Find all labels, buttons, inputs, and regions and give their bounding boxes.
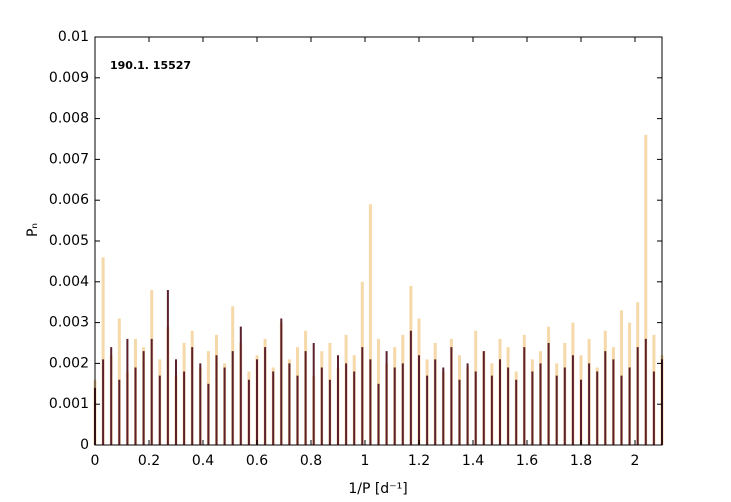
x-tick-label: 0.4 <box>192 453 214 469</box>
y-tick-label: 0.01 <box>58 29 89 45</box>
y-tick-label: 0.008 <box>49 111 89 127</box>
y-tick-label: 0.007 <box>49 151 89 167</box>
y-axis-label: Pₙ <box>25 223 41 237</box>
x-tick-label: 1.2 <box>408 453 430 469</box>
y-tick-label: 0.004 <box>49 274 89 290</box>
y-tick-label: 0.006 <box>49 192 89 208</box>
x-tick-label: 1.6 <box>516 453 538 469</box>
x-tick-label: 2 <box>631 453 640 469</box>
x-tick-label: 1.8 <box>570 453 592 469</box>
x-tick-label: 1.4 <box>462 453 484 469</box>
y-tick-label: 0.003 <box>49 315 89 331</box>
y-tick-label: 0.009 <box>49 70 89 86</box>
x-tick-label: 0.2 <box>138 453 160 469</box>
marks <box>93 134 664 445</box>
x-tick-label: 0.6 <box>246 453 268 469</box>
y-tick-label: 0 <box>80 437 89 453</box>
y-tick-label: 0.005 <box>49 233 89 249</box>
x-tick-label: 0.8 <box>300 453 322 469</box>
annotation: 190.1. 15527 <box>110 59 191 72</box>
y-tick-label: 0.002 <box>49 355 89 371</box>
x-axis-label: 1/P [d⁻¹] <box>348 481 407 497</box>
y-tick-label: 0.001 <box>49 396 89 412</box>
x-tick-label: 0 <box>91 453 100 469</box>
x-tick-label: 1 <box>361 453 370 469</box>
